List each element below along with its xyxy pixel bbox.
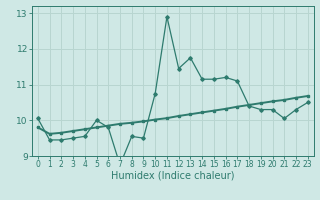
X-axis label: Humidex (Indice chaleur): Humidex (Indice chaleur): [111, 171, 235, 181]
